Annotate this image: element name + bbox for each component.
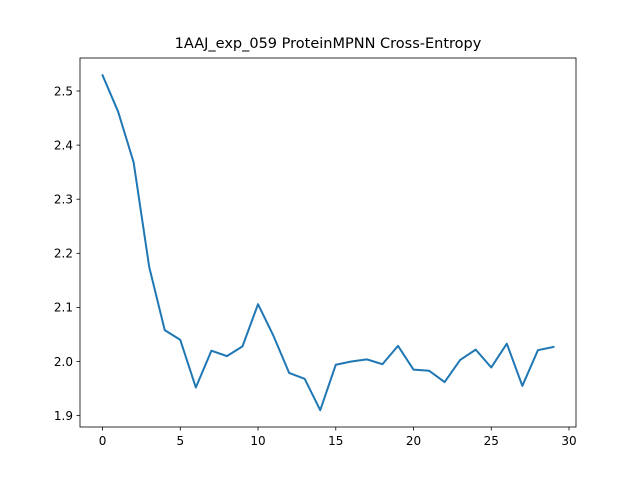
x-tick-label: 25: [484, 434, 499, 448]
y-axis: 1.9 2.0 2.1 2.2 2.3 2.4 2.5: [54, 84, 80, 423]
x-tick-label: 5: [176, 434, 184, 448]
series-layer: [101, 73, 555, 412]
y-tick-label: 1.9: [54, 409, 73, 423]
chart-title: 1AAJ_exp_059 ProteinMPNN Cross-Entropy: [175, 36, 482, 52]
y-tick-label: 2.3: [54, 193, 73, 207]
x-axis: 0 5 10 15 20 25 30: [99, 427, 577, 448]
x-tick-label: 10: [250, 434, 265, 448]
y-tick-label: 2.1: [54, 301, 73, 315]
x-tick-label: 20: [406, 434, 421, 448]
y-tick-label: 2.2: [54, 247, 73, 261]
x-tick-label: 0: [99, 434, 107, 448]
y-tick-label: 2.4: [54, 138, 73, 152]
y-tick-label: 2.0: [54, 355, 73, 369]
series-line-0: [101, 73, 555, 412]
x-tick-label: 30: [561, 434, 576, 448]
plot-area-frame: [79, 57, 577, 428]
y-tick-label: 2.5: [54, 84, 73, 98]
x-tick-label: 15: [328, 434, 343, 448]
